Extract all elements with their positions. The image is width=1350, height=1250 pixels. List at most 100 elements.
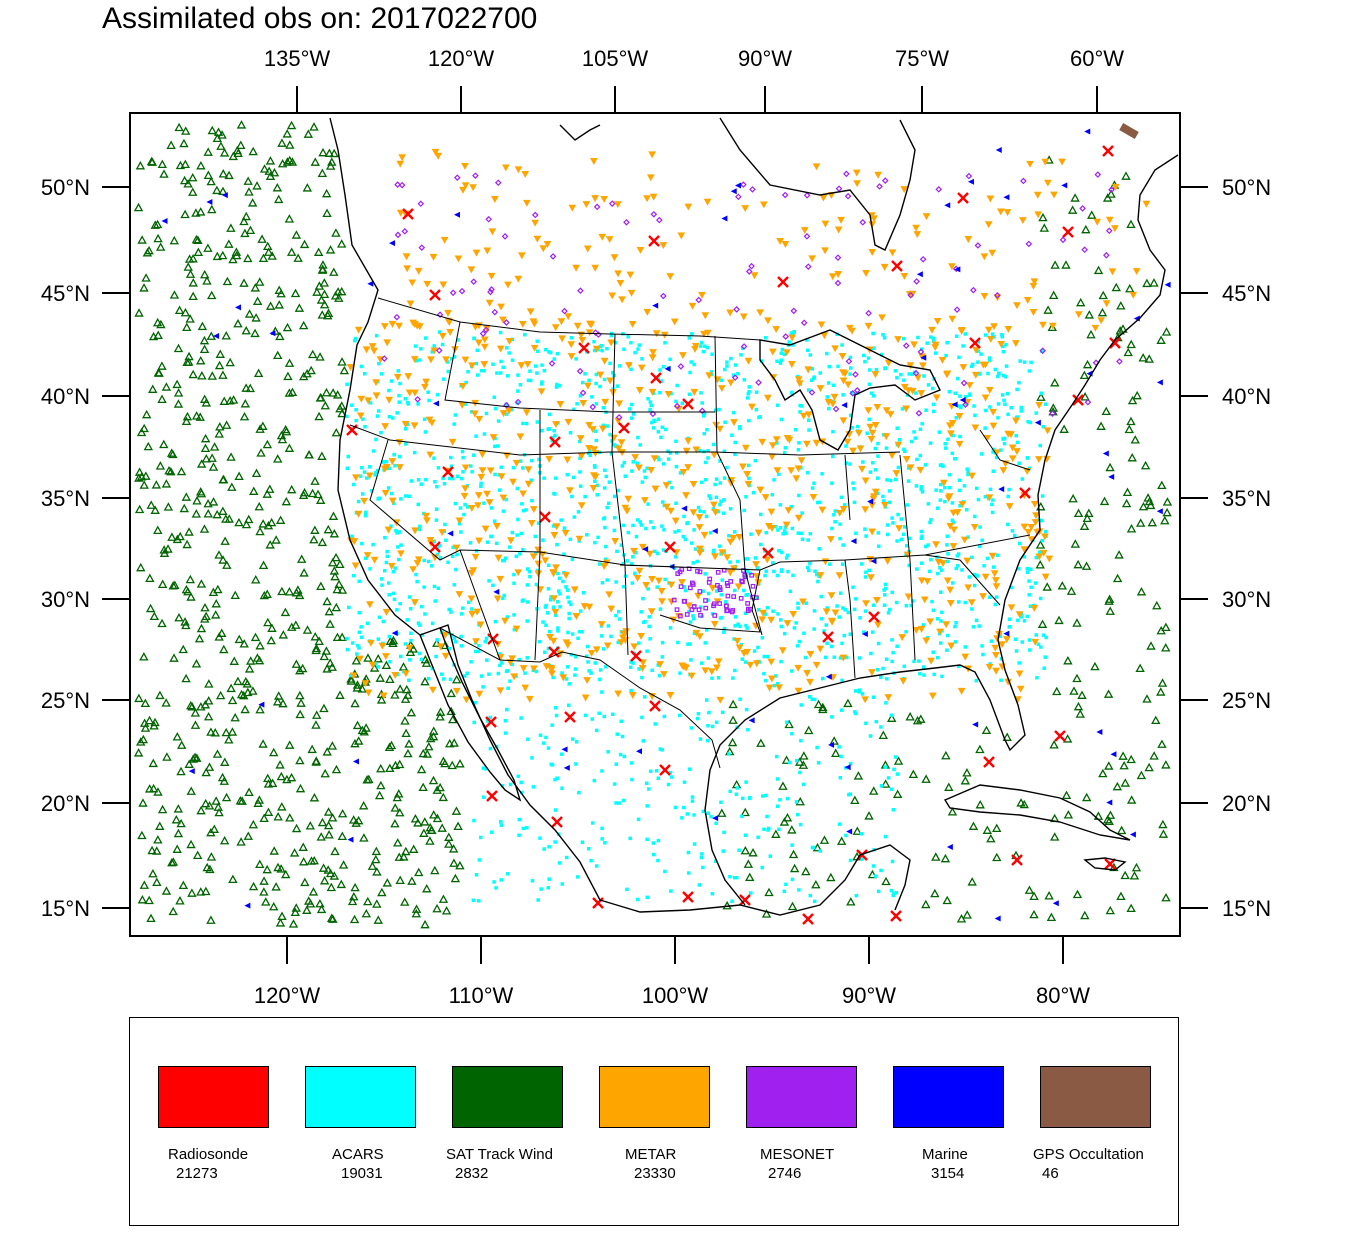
- sat-track-wind-marker: [425, 836, 435, 845]
- metar-marker: [942, 621, 951, 629]
- metar-marker: [552, 564, 560, 572]
- sat-track-wind-marker: [178, 880, 189, 890]
- acars-marker: [861, 630, 866, 634]
- acars-marker: [853, 711, 858, 716]
- acars-marker: [795, 644, 800, 648]
- acars-marker: [964, 395, 968, 399]
- right-tick-label: 15°N: [1222, 896, 1271, 921]
- acars-marker: [976, 497, 981, 502]
- acars-marker: [542, 847, 546, 851]
- acars-marker: [765, 814, 769, 819]
- sat-track-wind-marker: [327, 741, 338, 750]
- acars-marker: [650, 420, 654, 425]
- sat-track-wind-marker: [330, 291, 341, 300]
- acars-marker: [553, 777, 557, 782]
- sat-track-wind-marker: [1054, 615, 1064, 625]
- acars-marker: [595, 492, 599, 497]
- acars-marker: [865, 431, 869, 435]
- sat-track-wind-marker: [182, 411, 193, 421]
- acars-marker: [1034, 411, 1038, 415]
- metar-marker: [642, 582, 651, 589]
- sat-track-wind-marker: [804, 725, 814, 735]
- acars-marker: [365, 621, 370, 626]
- acars-marker: [558, 605, 562, 609]
- acars-marker: [862, 353, 866, 358]
- acars-marker: [551, 435, 555, 440]
- acars-marker: [818, 849, 822, 853]
- acars-marker: [498, 819, 503, 824]
- acars-marker: [904, 603, 909, 608]
- metar-marker: [967, 599, 976, 607]
- sat-track-wind-marker: [214, 807, 224, 817]
- metar-marker: [881, 501, 889, 509]
- metar-marker: [552, 421, 560, 429]
- sat-track-wind-marker: [317, 168, 328, 177]
- mesonet-marker: [725, 608, 730, 613]
- sat-track-wind-marker: [400, 716, 410, 725]
- mesonet-marker: [717, 601, 722, 606]
- sat-track-wind-marker: [1042, 582, 1052, 591]
- sat-track-wind-marker: [420, 817, 430, 826]
- sat-track-wind-marker: [357, 725, 368, 735]
- metar-marker: [868, 429, 877, 437]
- metar-marker: [523, 361, 532, 369]
- marine-marker: [206, 199, 213, 206]
- metar-marker: [707, 668, 716, 676]
- sat-track-wind-marker: [1061, 260, 1071, 269]
- acars-marker: [374, 333, 379, 338]
- sat-track-wind-marker: [309, 122, 319, 131]
- acars-marker: [564, 677, 569, 681]
- metar-marker: [365, 472, 374, 480]
- acars-marker: [677, 713, 682, 718]
- acars-marker: [708, 531, 713, 535]
- acars-marker: [559, 518, 563, 522]
- sat-track-wind-marker: [449, 738, 459, 747]
- acars-marker: [1037, 550, 1042, 554]
- sat-track-wind-marker: [169, 653, 179, 662]
- acars-marker: [682, 780, 687, 784]
- sat-track-wind-marker: [262, 439, 273, 449]
- sat-track-wind-marker: [1072, 618, 1082, 627]
- sat-track-wind-marker: [1157, 678, 1168, 687]
- acars-marker: [549, 762, 553, 767]
- acars-marker: [933, 351, 938, 355]
- sat-track-wind-marker: [185, 269, 196, 278]
- acars-marker: [973, 413, 977, 418]
- metar-marker: [478, 467, 487, 475]
- acars-marker: [577, 629, 582, 634]
- metar-marker: [423, 280, 432, 288]
- metar-marker: [950, 526, 958, 534]
- marine-marker: [353, 758, 360, 765]
- metar-marker: [828, 618, 836, 626]
- sat-track-wind-marker: [352, 720, 363, 730]
- acars-marker: [357, 646, 361, 650]
- sat-track-wind-marker: [305, 821, 316, 830]
- acars-marker: [484, 411, 489, 416]
- metar-marker: [539, 245, 548, 253]
- sat-track-wind-marker: [1067, 205, 1078, 214]
- acars-marker: [517, 817, 522, 822]
- acars-marker: [385, 549, 389, 554]
- sat-track-wind-marker: [196, 207, 206, 216]
- acars-marker: [848, 366, 853, 370]
- acars-marker: [407, 678, 411, 682]
- metar-marker: [660, 671, 668, 678]
- sat-track-wind-marker: [1070, 193, 1080, 202]
- map-frame: [129, 112, 1181, 937]
- sat-track-wind-marker: [1156, 335, 1166, 344]
- sat-track-wind-marker: [1050, 260, 1060, 269]
- sat-track-wind-marker: [321, 646, 332, 655]
- mesonet-marker: [695, 568, 700, 574]
- acars-marker: [474, 873, 479, 877]
- acars-marker: [882, 336, 887, 340]
- sat-track-wind-marker: [1126, 339, 1136, 349]
- metar-marker: [505, 337, 514, 345]
- metar-marker: [587, 649, 596, 657]
- acars-marker: [487, 672, 491, 676]
- acars-marker: [893, 477, 898, 482]
- bottom-tick-label: 110°W: [449, 983, 514, 1008]
- metar-marker: [372, 392, 381, 400]
- sat-track-wind-marker: [309, 793, 320, 802]
- acars-marker: [574, 357, 578, 361]
